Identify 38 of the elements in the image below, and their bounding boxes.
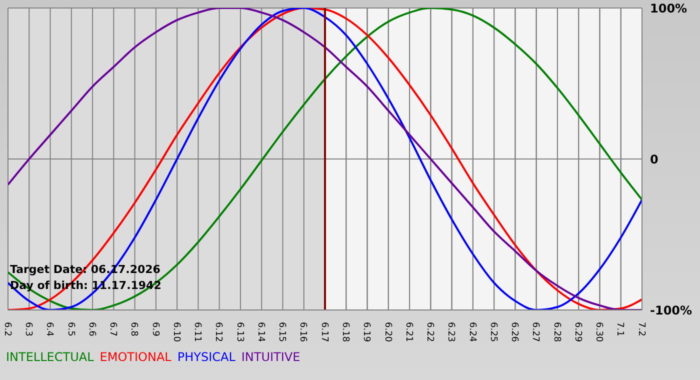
text: EMOTIONAL (100, 350, 172, 364)
x-tick-label: 6.2 (2, 322, 12, 336)
x-tick-label: 6.18 (340, 322, 350, 342)
x-tick-label: 7.1 (614, 322, 625, 336)
x-tick-label: 6.17 (318, 322, 329, 342)
x-tick-label: 6.11 (192, 322, 202, 342)
x-tick-label: 6.7 (108, 322, 118, 336)
x-tick-label: 6.28 (551, 322, 562, 342)
x-tick-label: 6.26 (509, 322, 520, 342)
x-tick-label: 6.12 (213, 322, 224, 342)
x-tick-label: 6.25 (488, 322, 498, 342)
text: INTUITIVE (241, 350, 300, 364)
y-tick-label: 100% (650, 1, 688, 16)
x-tick-label: 6.30 (594, 322, 604, 342)
x-tick-label: 6.8 (128, 322, 139, 337)
x-tick-label: 6.27 (530, 322, 540, 342)
y-tick-label: 0 (650, 152, 658, 166)
y-tick-label: -100% (650, 303, 692, 318)
x-tick-label: 6.21 (403, 322, 414, 342)
x-tick-label: 6.22 (424, 322, 435, 342)
x-tick-label: 6.15 (276, 322, 287, 342)
text: INTELLECTUAL (6, 350, 94, 364)
x-tick-label: 6.13 (234, 322, 244, 342)
x-tick-label: 6.4 (44, 322, 54, 337)
x-tick-label: 6.6 (86, 322, 96, 337)
x-tick-label: 6.5 (65, 322, 76, 336)
x-tick-label: 6.24 (466, 322, 477, 342)
x-tick-label: 6.16 (298, 322, 308, 342)
x-tick-label: 6.3 (22, 322, 33, 336)
x-tick-label: 6.10 (170, 322, 181, 342)
text: PHYSICAL (177, 350, 236, 364)
x-tick-label: 6.20 (382, 322, 392, 342)
x-tick-label: 6.29 (572, 322, 582, 342)
x-tick-label: 6.9 (150, 322, 160, 337)
x-tick-label: 6.19 (361, 322, 372, 342)
x-tick-label: 7.2 (636, 322, 646, 336)
x-tick-label: 6.23 (446, 322, 456, 342)
x-tick-label: 6.14 (255, 322, 266, 342)
